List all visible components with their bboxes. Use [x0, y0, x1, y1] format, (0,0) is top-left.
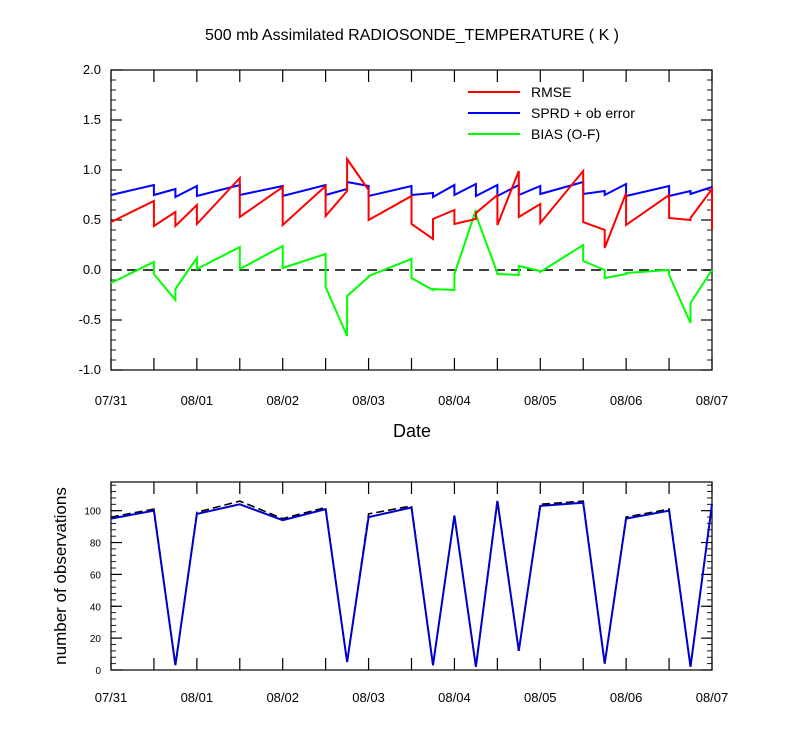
bottom-x-tick-label: 08/07: [696, 690, 729, 705]
series-possible-observations: [110, 499, 713, 667]
bottom-x-tick-label: 08/02: [266, 690, 299, 705]
y-axis-label-observations: number of observations: [51, 487, 70, 665]
legend-label-rmse: RMSE: [531, 84, 571, 100]
chart-title: 500 mb Assimilated RADIOSONDE_TEMPERATUR…: [205, 27, 619, 44]
top-x-tick-label: 08/05: [524, 393, 557, 408]
top-y-tick-label: 1.0: [83, 162, 101, 177]
legend: RMSE SPRD + ob error BIAS (O-F): [468, 84, 635, 142]
top-x-tick-label: 08/06: [610, 393, 643, 408]
bottom-y-tick-label: 40: [90, 602, 102, 613]
bottom-series: [110, 499, 713, 667]
top-x-tick-label: 08/03: [352, 393, 385, 408]
bottom-x-tick-label: 08/06: [610, 690, 643, 705]
bottom-y-tick-label: 80: [90, 539, 102, 550]
series-sprd-ob-error: [110, 180, 713, 199]
bottom-x-tick-label: 08/01: [181, 690, 214, 705]
top-x-tick-label: 07/31: [95, 393, 128, 408]
series-bias-o-f-: [110, 209, 713, 337]
bottom-panel: 07/31 08/01 08/02 08/03 08/04 08/05 08/06 08/07…: [51, 481, 728, 705]
x-axis-label: Date: [393, 421, 431, 441]
bottom-y-tick-label: 20: [90, 634, 102, 645]
bottom-x-tick-label: 07/31: [95, 690, 128, 705]
top-y-tick-label: 2.0: [83, 62, 101, 77]
top-y-tick-label: 0.0: [83, 262, 101, 277]
legend-label-sprd: SPRD + ob error: [531, 105, 635, 121]
top-y-tick-label: 0.5: [83, 212, 101, 227]
bottom-y-tick-label: 0: [95, 666, 101, 677]
series-assimilated-observations: [110, 500, 713, 667]
top-x-tick-label: 08/04: [438, 393, 471, 408]
bottom-x-tick-label: 08/03: [352, 690, 385, 705]
series-rmse: [110, 155, 713, 249]
top-y-tick-label: -1.0: [79, 362, 101, 377]
bottom-y-tick-label: 60: [90, 570, 102, 581]
top-x-tick-label: 08/02: [266, 393, 299, 408]
top-x-tick-label: 08/07: [696, 393, 729, 408]
top-y-tick-label: 1.5: [83, 112, 101, 127]
top-ticks: 07/31 08/01 08/02 08/03 08/04 08/05 08/06 08/07…: [79, 62, 729, 408]
bottom-ticks: 07/31 08/01 08/02 08/03 08/04 08/05 08/06 08/07…: [84, 482, 728, 705]
bottom-x-tick-label: 08/04: [438, 690, 471, 705]
bottom-x-tick-label: 08/05: [524, 690, 557, 705]
bottom-y-tick-label: 100: [84, 507, 101, 518]
legend-label-bias: BIAS (O-F): [531, 126, 600, 142]
top-series: [110, 155, 713, 337]
top-panel: 07/31 08/01 08/02 08/03 08/04 08/05 08/06 08/07…: [79, 62, 729, 441]
top-x-tick-label: 08/01: [181, 393, 214, 408]
top-y-tick-label: -0.5: [79, 312, 101, 327]
